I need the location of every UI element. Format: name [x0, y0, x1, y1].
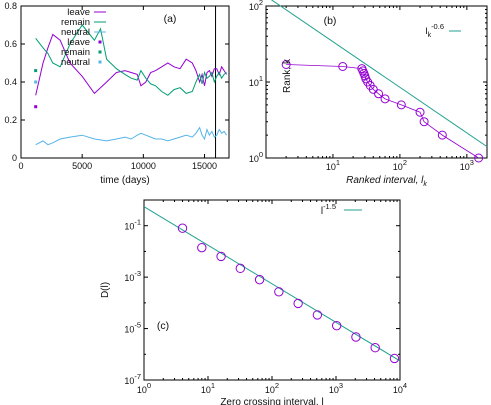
panel-c-fit-line [143, 206, 401, 362]
panel-a-series-neutral-line [35, 126, 227, 146]
panel-c-ytick-label: 10-3 [124, 269, 141, 283]
panel-a-series-leave-point [34, 105, 38, 109]
panel-a-xlabel: time (days) [100, 175, 149, 186]
panel-b-ytick-label: 100 [249, 150, 263, 164]
panel-a-ytick-label: 0 [12, 153, 17, 163]
panel-b-label: (b) [324, 15, 337, 27]
panel-a-legend-label: remain [61, 47, 90, 58]
panel-b-ytick-label: 101 [249, 74, 263, 88]
panel-c-ytick-label: 10-1 [124, 218, 141, 232]
panel-b-data-point [374, 89, 384, 99]
panel-c-xtick-label: 104 [393, 381, 407, 395]
panel-c-xlabel: Zero crossing interval, l [220, 397, 323, 405]
panel-b-data-point [474, 153, 484, 163]
panel-b-data-point [437, 130, 447, 140]
panel-b-data-point [419, 117, 429, 127]
panel-c-legend-label: l-1.5 [321, 202, 336, 217]
panel-c-data-point [331, 320, 342, 331]
panel-b-data-line [286, 64, 479, 159]
panel-a-ytick-label: 0.2 [4, 115, 17, 125]
panel-a-legend-label: neutral [61, 57, 90, 68]
panel-b-xtick-label: 102 [393, 158, 407, 172]
panel-b-data-point [338, 61, 348, 71]
panel-a-legend-label: leave [67, 7, 90, 18]
panel-c-data-point [197, 242, 207, 253]
panel-b-frame [265, 5, 488, 159]
panel-b-fit-line [270, 0, 488, 148]
panel-a-legend-label: leave [67, 37, 90, 48]
panel-b-xlabel: Ranked interval, lk [346, 175, 427, 188]
panel-a-ytick-label: 0.8 [4, 1, 17, 11]
panel-a-series-remain-line [35, 24, 227, 96]
panel-b-ytick-label: 102 [249, 0, 263, 12]
panel-c-data-point [216, 251, 226, 262]
panel-c-label: (c) [157, 320, 169, 332]
panel-b-data-point [396, 100, 406, 110]
panel-c-ytick-label: 10-7 [124, 372, 141, 386]
panel-b-legend-label: lk-0.6 [425, 22, 444, 39]
panel-c-data-point [235, 263, 246, 274]
panel-a-xtick-label: 15000 [192, 161, 217, 171]
panel-a-series-neutral-point [34, 80, 38, 84]
panel-a-legend-swatch [98, 50, 102, 54]
panel-c-ytick-label: 10-5 [124, 321, 141, 335]
panel-c-xtick-label: 101 [201, 381, 215, 395]
panel-a-legend-swatch [98, 40, 102, 44]
panel-b-xtick-label: 101 [326, 158, 340, 172]
panel-b-data-point [380, 94, 390, 104]
panel-c-data-point [177, 223, 188, 233]
panel-c-xtick-label: 102 [265, 381, 279, 395]
panel-b-data-point [281, 59, 291, 69]
panel-b-ylabel: Rank, k [282, 58, 293, 93]
panel-c-data-point [370, 343, 380, 353]
panel-c-xtick-label: 103 [329, 381, 343, 395]
panel-a-ytick-label: 0.6 [4, 39, 17, 49]
panel-a-ytick-label: 0.4 [4, 77, 17, 87]
panel-c-data-point [254, 274, 265, 285]
panel-a-series-remain-point [34, 69, 38, 73]
panel-a-xtick-label: 5000 [72, 161, 92, 171]
panel-a-legend-swatch [98, 60, 102, 64]
panel-b-data-point [415, 107, 425, 117]
panel-a-label: (a) [164, 13, 177, 25]
panel-a-xtick-label: 10000 [131, 161, 156, 171]
panel-c-data-point [293, 298, 303, 309]
panel-b-data-point [368, 84, 378, 94]
panel-c-frame [143, 199, 401, 381]
panel-a-xtick-label: 0 [18, 161, 23, 171]
panel-c-ylabel: D(l) [100, 282, 111, 298]
panel-a-legend-label: remain [61, 17, 90, 28]
panel-a-legend-label: neutral [61, 27, 90, 38]
panel-c-xtick-label: 100 [137, 381, 151, 395]
panel-c-data-point [389, 353, 400, 364]
panel-c-data-point [351, 332, 361, 342]
panel-c-data-point [312, 310, 323, 320]
panel-b-xtick-label: 103 [460, 158, 474, 172]
panel-c-data-point [274, 287, 284, 297]
panel-a-frame [20, 5, 230, 159]
